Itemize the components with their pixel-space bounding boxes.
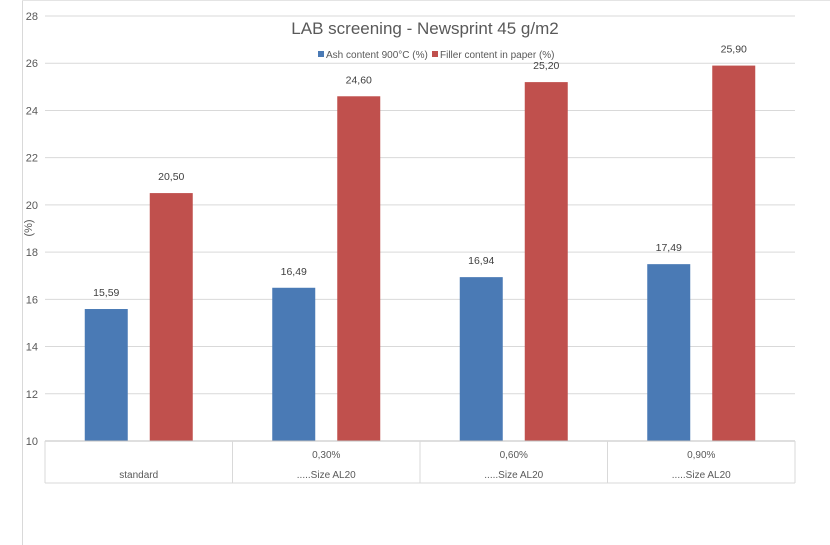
bar (459, 277, 503, 441)
gridlines (45, 15, 795, 395)
category-label: standard (119, 470, 158, 481)
data-label: 17,49 (656, 242, 682, 254)
bar (524, 82, 568, 441)
data-label: 25,90 (721, 44, 747, 56)
bar (149, 193, 193, 441)
y-tick-label: 22 (26, 153, 38, 165)
data-label: 16,94 (468, 255, 494, 267)
legend-swatch (432, 51, 438, 57)
category-label: .....Size AL20 (484, 470, 543, 481)
legend-label: Filler content in paper (%) (440, 50, 555, 61)
data-label: 24,60 (346, 74, 372, 86)
category-label-top: 0,60% (500, 450, 528, 461)
legend: Ash content 900°C (%) Filler content in p… (318, 50, 555, 61)
x-axis: standard 0,30% .....Size AL20 0,60% .....Siz… (44, 440, 796, 484)
y-tick-label: 26 (26, 58, 38, 70)
y-tick-label: 16 (26, 294, 38, 306)
y-tick-label: 12 (26, 389, 38, 401)
y-tick-label: 10 (26, 436, 38, 448)
category-label-top: 0,30% (312, 450, 340, 461)
y-tick-labels: 10 12 14 16 18 20 22 24 26 28 (26, 11, 38, 448)
bar (272, 287, 316, 441)
bar (337, 96, 381, 442)
data-label: 25,20 (533, 60, 559, 72)
y-tick-label: 24 (26, 105, 38, 117)
y-tick-label: 28 (26, 11, 38, 23)
y-tick-label: 14 (26, 342, 38, 354)
y-tick-label: 18 (26, 247, 38, 259)
bar (712, 65, 756, 441)
data-label: 20,50 (158, 171, 184, 183)
bars (84, 65, 756, 442)
legend-label: Ash content 900°C (%) (326, 50, 428, 61)
category-label: .....Size AL20 (297, 470, 356, 481)
chart-frame-top (22, 0, 830, 1)
data-label: 16,49 (281, 266, 307, 278)
y-axis-label: (%) (23, 219, 35, 236)
legend-swatch (318, 51, 324, 57)
chart-title: LAB screening - Newsprint 45 g/m2 (291, 19, 558, 38)
category-label: .....Size AL20 (672, 470, 731, 481)
data-labels: 15,59 20,50 16,49 24,60 16,94 25,20 17,49 25,90 (93, 44, 747, 299)
chart-frame-left (22, 0, 23, 545)
bar (84, 309, 128, 441)
data-label: 15,59 (93, 287, 119, 299)
bar (647, 264, 691, 441)
y-tick-label: 20 (26, 200, 38, 212)
category-label-top: 0,90% (687, 450, 715, 461)
